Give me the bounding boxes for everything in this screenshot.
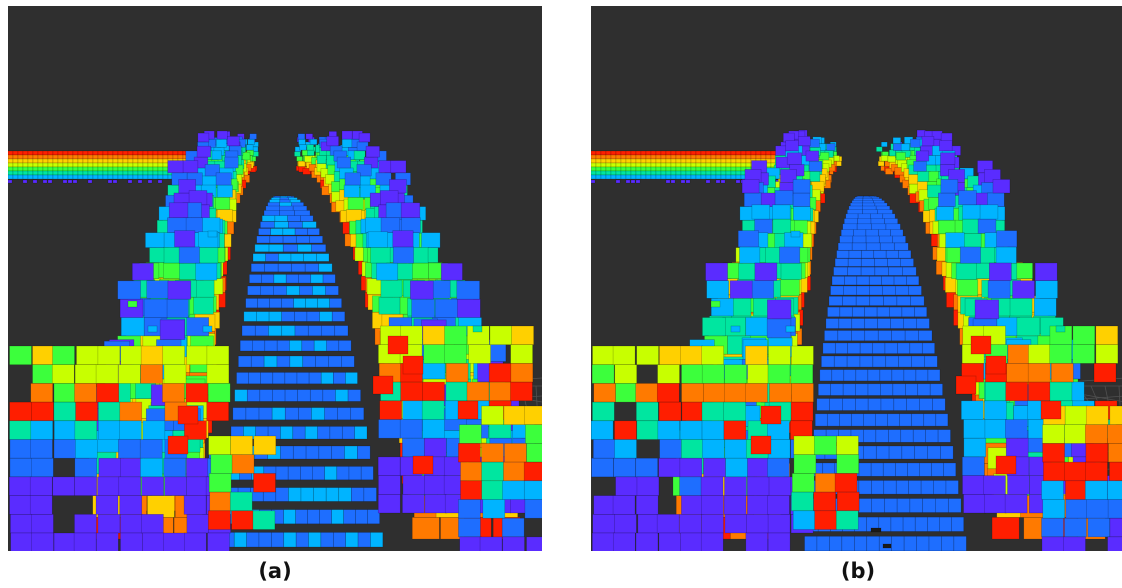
voxel-map-panel-a [8,6,542,551]
voxel-map-render-b [591,6,1122,551]
voxel-map-panel-b [591,6,1122,551]
voxel-map-render-a [8,6,542,551]
caption-a: (a) [258,559,292,583]
caption-b: (b) [840,559,876,583]
